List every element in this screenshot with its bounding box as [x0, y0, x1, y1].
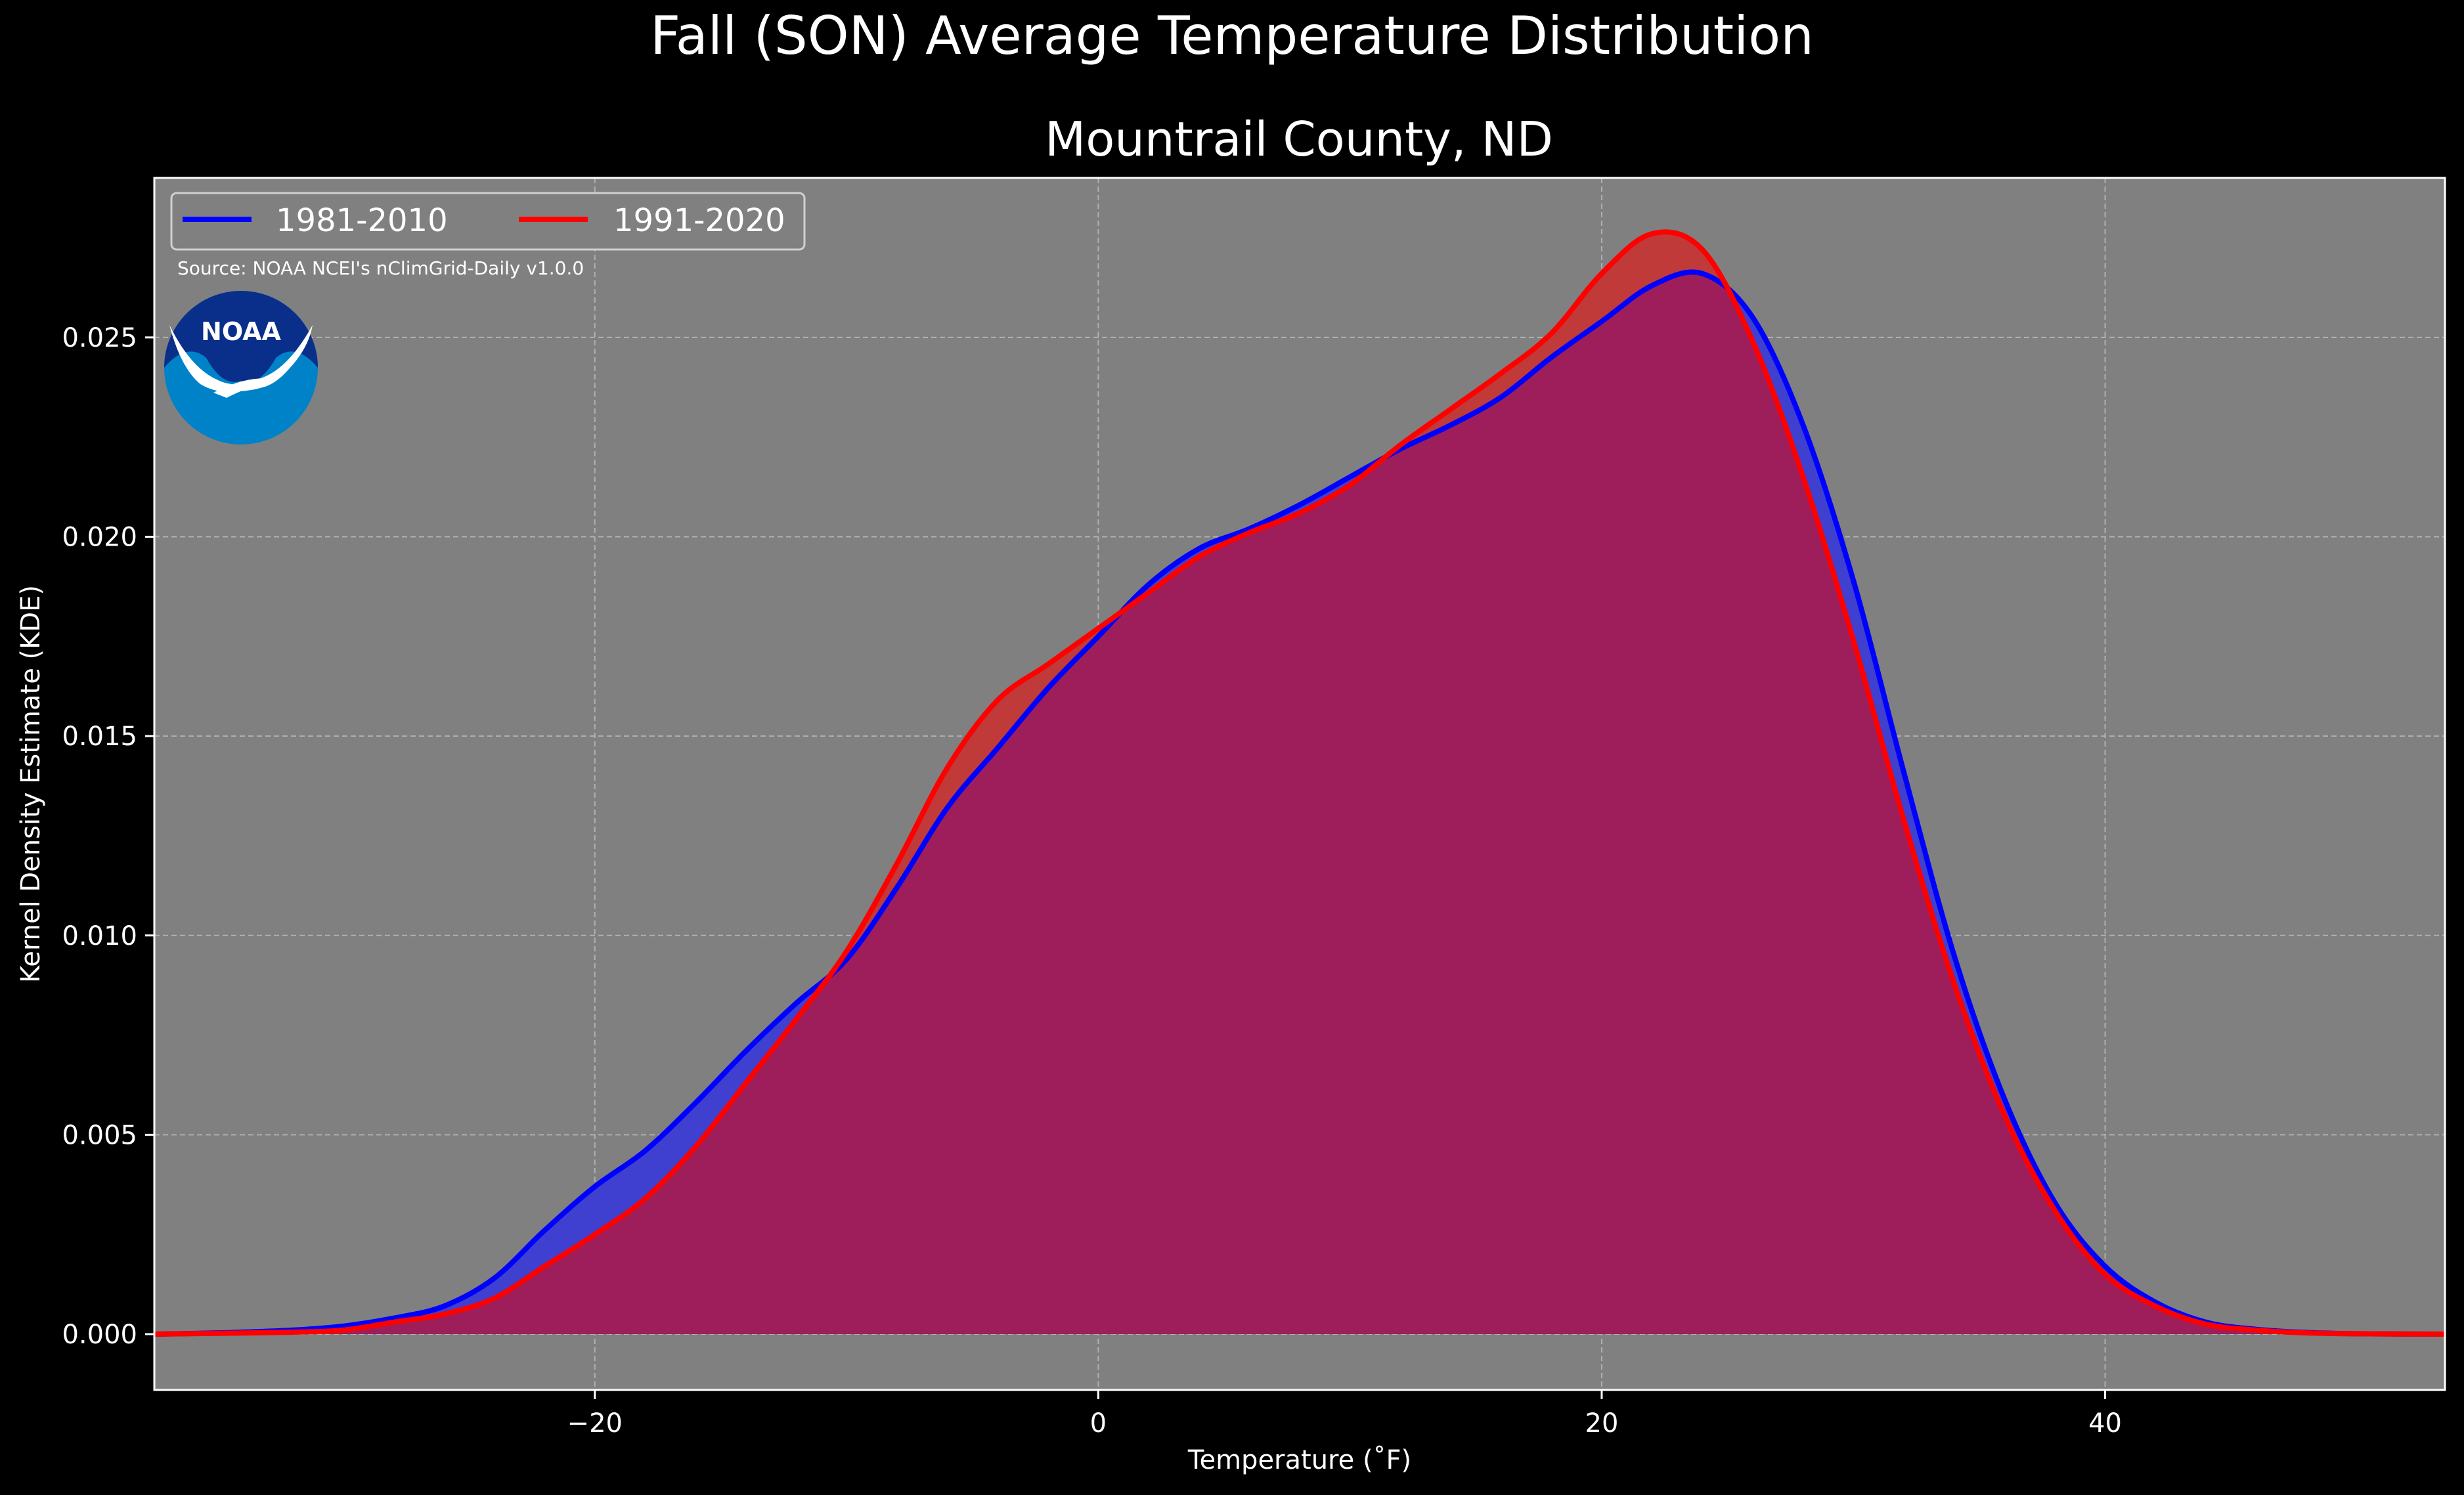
plot-series [154, 229, 2445, 1337]
chart-subtitle: Mountrail County, ND [1045, 112, 1553, 167]
x-tick-label: −20 [567, 1408, 623, 1439]
series-line-1991-2020 [154, 229, 2445, 1337]
y-tick-label: 0.000 [62, 1320, 137, 1350]
legend-label-1991-2020: 1991-2020 [613, 202, 785, 239]
y-tick-label: 0.015 [62, 722, 137, 752]
noaa-logo-icon: NOAA [164, 291, 318, 444]
x-axis: −20 0 20 40 [567, 1390, 2122, 1439]
y-axis-label: Kernel Density Estimate (KDE) [16, 585, 46, 983]
plot-frame [153, 177, 2446, 1391]
noaa-logo-text: NOAA [201, 317, 281, 346]
chart-title: Fall (SON) Average Temperature Distribut… [650, 5, 1814, 66]
x-tick-label: 40 [2088, 1408, 2122, 1439]
x-axis-label: Temperature (˚F) [1187, 1445, 1411, 1475]
y-axis: 0.000 0.005 0.010 0.015 0.020 0.025 [62, 323, 154, 1350]
y-tick-label: 0.005 [62, 1120, 137, 1150]
series-line-1981-2010 [154, 269, 2445, 1337]
y-tick-label: 0.025 [62, 323, 137, 353]
x-tick-label: 0 [1090, 1408, 1107, 1439]
y-tick-label: 0.010 [62, 921, 137, 951]
y-tick-label: 0.020 [62, 523, 137, 553]
legend-label-1981-2010: 1981-2010 [276, 202, 448, 239]
x-tick-label: 20 [1585, 1408, 1619, 1439]
source-note: Source: NOAA NCEI's nClimGrid-Daily v1.0… [177, 257, 584, 279]
legend-box [170, 192, 806, 251]
legend: 1981-2010 1991-2020 [170, 192, 806, 251]
area-overlap-fill [154, 272, 2445, 1334]
